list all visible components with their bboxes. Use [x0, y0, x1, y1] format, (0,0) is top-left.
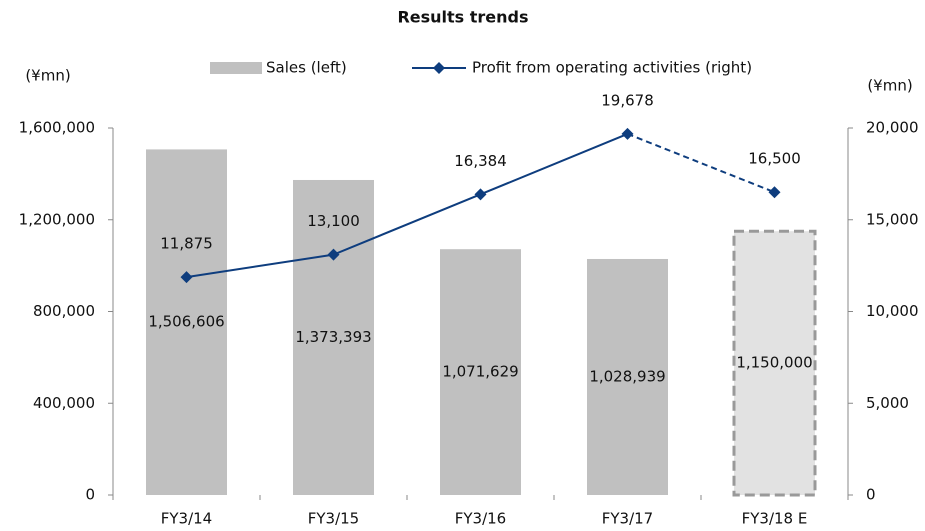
- bar: [293, 179, 374, 496]
- y-tick-label: 1,600,000: [19, 119, 95, 137]
- line-segment: [186, 253, 334, 279]
- y-tick-label: 400,000: [33, 394, 95, 412]
- y-tick-label: 0: [85, 486, 95, 504]
- line-marker: [180, 271, 193, 284]
- line-segment: [480, 132, 628, 196]
- line-value-label: 13,100: [307, 212, 360, 230]
- y-tick-label: 800,000: [33, 302, 95, 320]
- bar-value-label: 1,506,606: [148, 313, 224, 331]
- bar-value-label: 1,028,939: [589, 367, 665, 385]
- chart-title: Results trends: [397, 8, 528, 27]
- line-value-label: 19,678: [601, 91, 654, 109]
- line-segment: [333, 193, 481, 256]
- line-marker: [621, 127, 634, 140]
- line-value-label: 11,875: [160, 235, 213, 253]
- legend-swatch: [433, 62, 445, 74]
- legend-swatch: [210, 62, 262, 74]
- line-value-label: 16,384: [454, 152, 507, 170]
- y2-tick-label: 20,000: [866, 119, 919, 137]
- bar: [440, 249, 521, 495]
- x-tick-label: FY3/15: [308, 510, 359, 528]
- y2-unit: (¥mn): [867, 77, 912, 95]
- line-segment: [627, 132, 775, 194]
- x-tick-label: FY3/14: [161, 510, 212, 528]
- y-tick-label: 1,200,000: [19, 210, 95, 228]
- line-marker: [474, 188, 487, 201]
- bar-value-label: 1,150,000: [736, 354, 812, 372]
- bar-value-label: 1,071,629: [442, 363, 518, 381]
- y2-tick-label: 5,000: [866, 394, 909, 412]
- x-tick-label: FY3/17: [602, 510, 653, 528]
- y2-tick-label: 10,000: [866, 302, 919, 320]
- line-value-label: 16,500: [748, 150, 801, 168]
- legend-label: Sales (left): [266, 59, 347, 77]
- y2-tick-label: 15,000: [866, 210, 919, 228]
- y2-tick-label: 0: [866, 486, 876, 504]
- bar: [146, 149, 227, 495]
- bar: [732, 229, 817, 497]
- x-tick-label: FY3/16: [455, 510, 506, 528]
- y-unit: (¥mn): [25, 67, 70, 85]
- line-marker: [327, 248, 340, 261]
- line-marker: [768, 186, 781, 199]
- bar-value-label: 1,373,393: [295, 328, 371, 346]
- legend-label: Profit from operating activities (right): [472, 59, 752, 77]
- bar: [587, 258, 668, 495]
- x-tick-label: FY3/18 E: [742, 510, 808, 528]
